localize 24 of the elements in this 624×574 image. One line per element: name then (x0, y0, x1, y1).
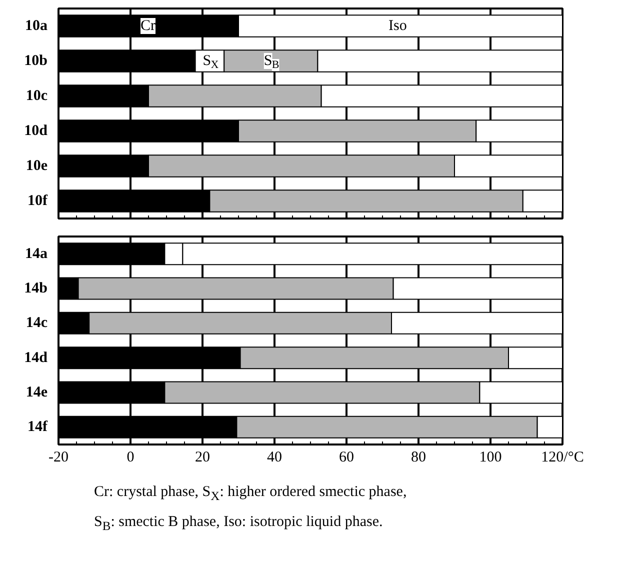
x-tick-label: 120/°C (541, 450, 584, 466)
x-tick-label: 80 (411, 450, 426, 466)
x-tick-label: 100 (479, 450, 502, 466)
x-tick-label: 40 (267, 450, 282, 466)
y-tick-label: 10e (26, 158, 48, 174)
x-tick-label: -20 (48, 450, 68, 466)
y-tick-label: 10a (25, 18, 48, 34)
x-tick-label: 60 (339, 450, 354, 466)
y-tick-label: 10f (28, 193, 49, 209)
y-tick-label: 14f (28, 419, 49, 436)
y-tick-label: 10b (24, 53, 48, 69)
x-tick-label: 0 (126, 450, 134, 466)
y-tick-label: 14e (26, 384, 48, 400)
y-tick-label: 10c (26, 88, 48, 104)
text: S$_{B}$: smectic B phase, Iso: isotropic liquid phase. (94, 513, 383, 535)
series-label: Cr (140, 18, 156, 34)
series-label: Iso (388, 18, 407, 34)
y-tick-label: 14c (26, 315, 48, 332)
text: Cr: crystal phase, S$_{X}$: higher ordered smectic phase, (94, 483, 407, 505)
y-tick-label: 14b (24, 280, 48, 296)
y-tick-label: 10d (24, 123, 48, 139)
x-tick-label: 20 (195, 450, 210, 466)
y-tick-label: 14d (24, 350, 48, 366)
y-tick-label: 14a (25, 246, 48, 262)
